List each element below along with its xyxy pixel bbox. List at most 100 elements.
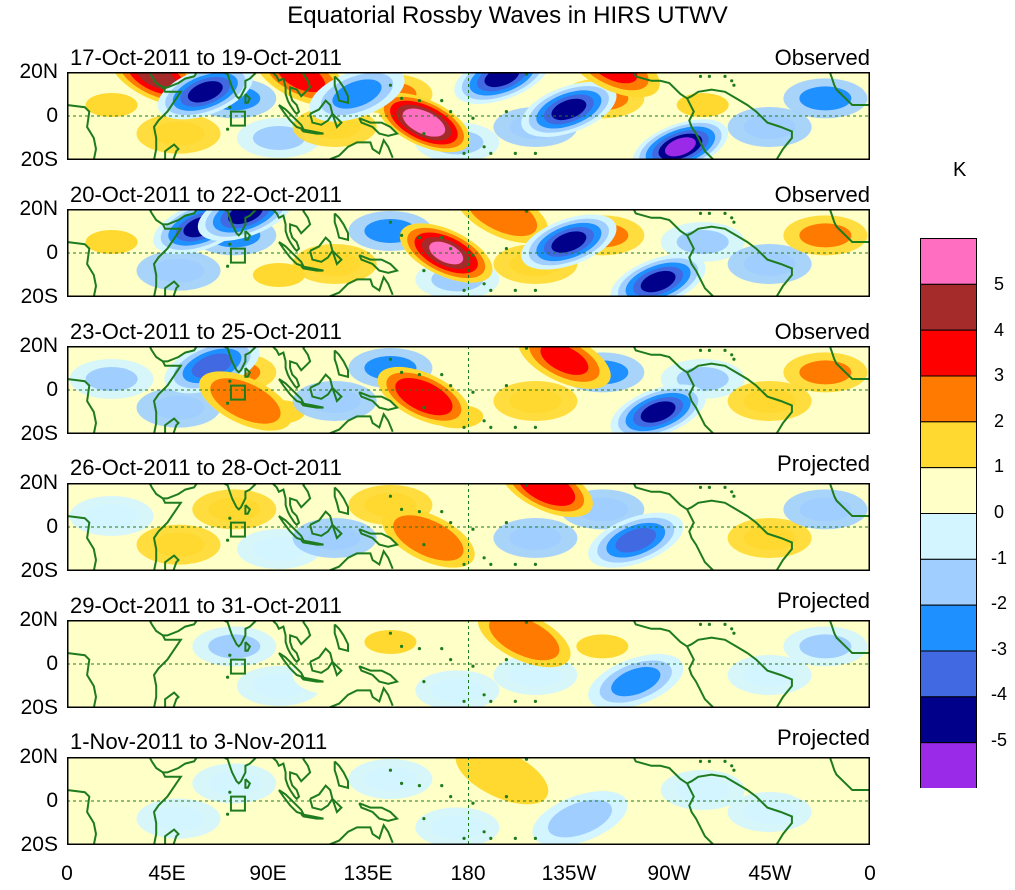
coastline [244, 778, 252, 789]
island [732, 83, 736, 87]
island [707, 622, 712, 626]
coastline [309, 373, 334, 400]
coastline [300, 676, 324, 683]
wave-feature [500, 483, 593, 518]
chart-title: Equatorial Rossby Waves in HIRS UTWV [287, 2, 728, 29]
colorbar-swatch [920, 650, 977, 698]
coastline [828, 757, 870, 791]
coastline [319, 548, 394, 571]
island [422, 406, 426, 410]
colorbar-label-neg5: -5 [990, 730, 1007, 750]
coastline [333, 349, 349, 379]
panel-5-status: Projected [777, 588, 870, 613]
island [226, 675, 230, 679]
panel-frame [67, 757, 870, 845]
region-box [229, 658, 246, 675]
island [449, 384, 453, 388]
coastline [358, 802, 400, 822]
coastline [828, 72, 870, 106]
wave-feature-contour [484, 72, 520, 88]
coastline [148, 209, 183, 297]
wave-feature [567, 72, 660, 98]
panel-2-date-range: 20-Oct-2011 to 22-Oct-2011 [70, 182, 342, 207]
map-panel-1 [67, 72, 870, 160]
coastline [148, 346, 183, 434]
coastline [686, 782, 715, 845]
coastline [331, 524, 343, 540]
coastline [67, 378, 98, 434]
coastline [164, 417, 180, 434]
coastline [216, 620, 258, 648]
island [730, 627, 734, 631]
coastline [300, 402, 324, 409]
coastline [216, 346, 258, 374]
island [422, 269, 426, 273]
island [698, 759, 703, 763]
colorbar-label-1: 1 [993, 456, 1004, 476]
coastline [271, 620, 312, 664]
wave-background-core [676, 230, 729, 254]
island [489, 151, 493, 155]
lon-label-0: 0 [61, 862, 73, 885]
colorbar-swatch [920, 467, 977, 515]
wave-feature-contour [640, 401, 676, 423]
wave-background-core [509, 526, 562, 550]
panel-frame [67, 483, 870, 571]
coastline [358, 117, 400, 137]
island [462, 425, 466, 429]
coastline [300, 813, 324, 820]
lat-label-20n: 20N [19, 471, 58, 494]
island [730, 79, 734, 83]
coastline [686, 508, 715, 571]
colorbar-swatch [920, 421, 977, 469]
wave-background-core [743, 800, 796, 824]
island [417, 647, 422, 651]
coastline [358, 665, 400, 685]
wave-feature [610, 384, 706, 434]
lon-label-45e: 45E [148, 862, 186, 885]
wave-feature-contour [551, 98, 587, 121]
wave-feature [477, 620, 571, 668]
wave-background-core [252, 811, 305, 835]
island [228, 653, 232, 657]
colorbar-label-4: 4 [993, 320, 1004, 340]
wave-background-core [799, 223, 852, 248]
wave-background-core [743, 389, 796, 413]
lon-label-90w: 90W [647, 862, 691, 885]
island [399, 370, 404, 374]
wave-background-core [799, 497, 852, 522]
island [449, 658, 453, 662]
wave-feature-contour [589, 72, 638, 84]
colorbar-unit: K [953, 159, 967, 181]
wave-background-core [152, 669, 205, 694]
coastline [216, 483, 258, 511]
wave-background-core [208, 497, 261, 522]
island [462, 151, 466, 155]
wave-background-core [152, 258, 205, 283]
colorbar-swatch [920, 283, 977, 331]
wave-feature-contour [221, 385, 270, 417]
map-panel-2 [67, 209, 870, 297]
island [504, 521, 509, 525]
wave-background-core [509, 663, 562, 687]
wave-background-core [431, 815, 484, 840]
wave-background-core [252, 263, 305, 287]
island [504, 795, 509, 799]
colorbar [920, 238, 977, 788]
lat-label-20s: 20S [20, 285, 58, 308]
wave-feature-contour [615, 527, 657, 553]
island [399, 96, 404, 100]
coastline [319, 137, 394, 160]
island [707, 74, 712, 78]
wave-background-core [676, 367, 729, 391]
island [440, 784, 444, 788]
wave-feature-contour [470, 757, 534, 795]
lat-label-20n: 20N [19, 745, 58, 768]
island [723, 74, 727, 78]
coastline [162, 757, 199, 774]
island [449, 795, 453, 799]
island [732, 768, 736, 772]
panel-3-status: Observed [774, 319, 870, 344]
coastline [331, 661, 343, 677]
wave-background-core [743, 115, 796, 139]
